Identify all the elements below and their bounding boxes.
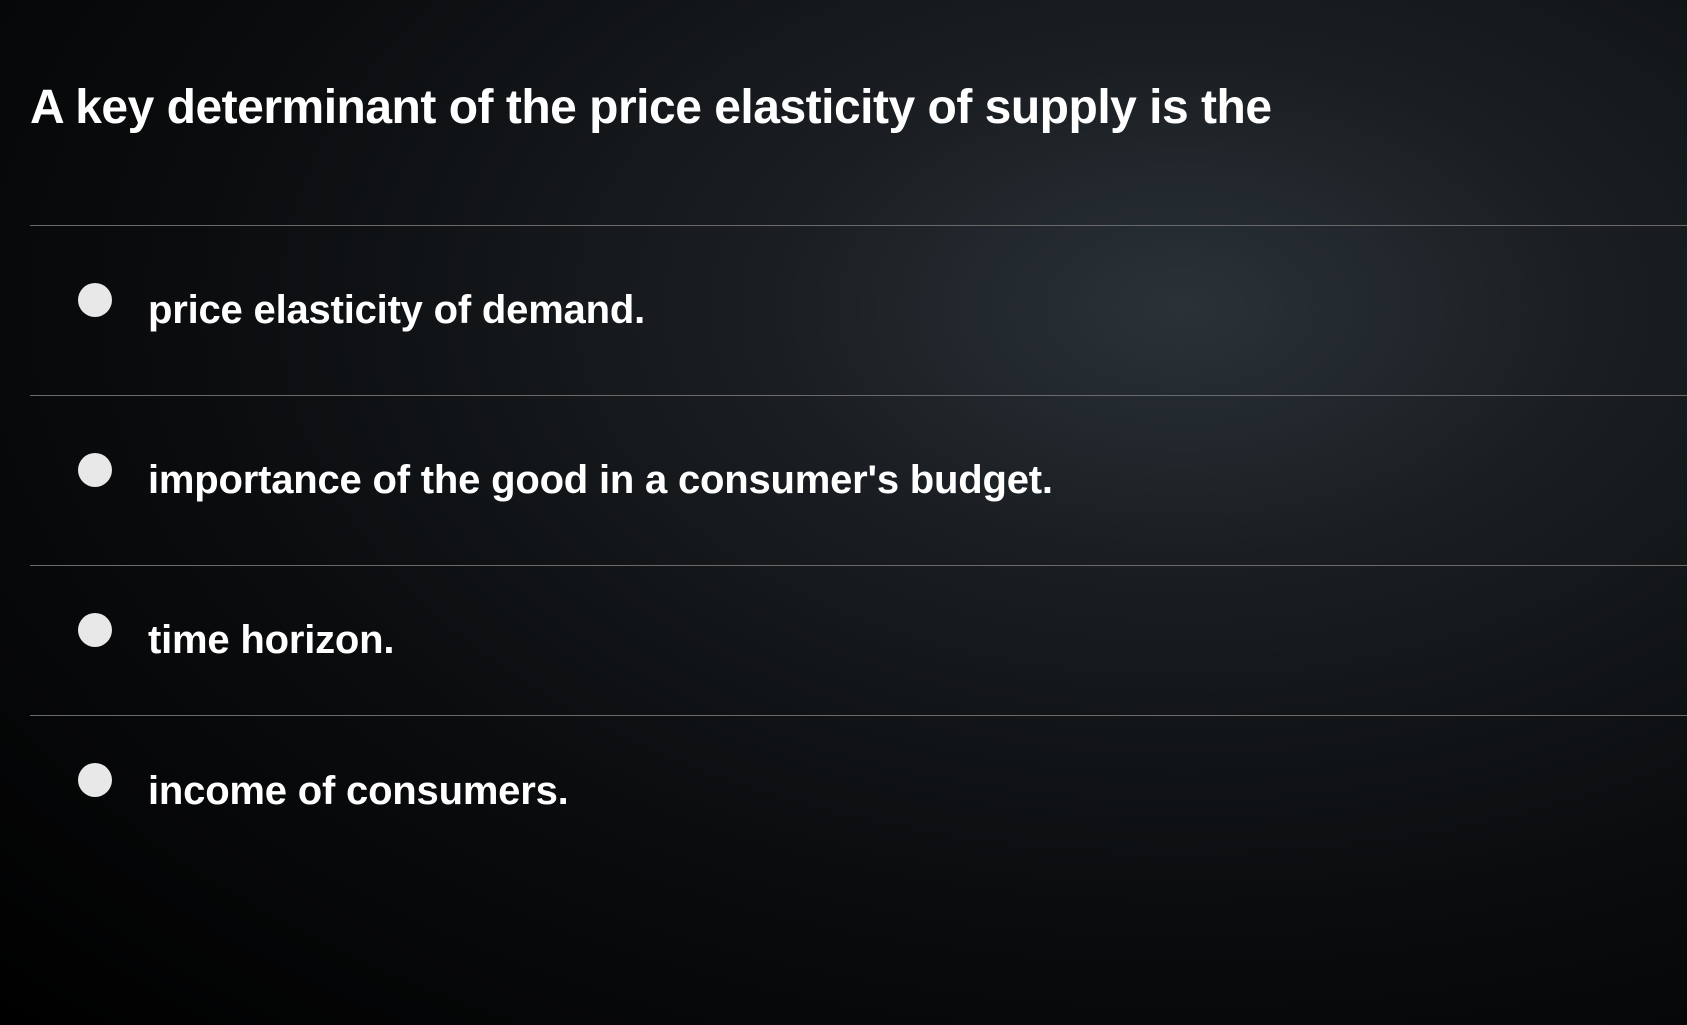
option-row[interactable]: time horizon. — [30, 566, 1687, 716]
option-row[interactable]: price elasticity of demand. — [30, 226, 1687, 396]
question-prompt: A key determinant of the price elasticit… — [30, 80, 1687, 135]
quiz-container: A key determinant of the price elasticit… — [0, 0, 1687, 866]
radio-icon[interactable] — [78, 763, 112, 797]
radio-icon[interactable] — [78, 283, 112, 317]
option-label: price elasticity of demand. — [148, 288, 645, 333]
option-row[interactable]: importance of the good in a consumer's b… — [30, 396, 1687, 566]
option-label: income of consumers. — [148, 769, 569, 814]
option-label: time horizon. — [148, 618, 394, 663]
radio-icon[interactable] — [78, 613, 112, 647]
radio-icon[interactable] — [78, 453, 112, 487]
option-row[interactable]: income of consumers. — [30, 716, 1687, 866]
options-list: price elasticity of demand. importance o… — [30, 225, 1687, 866]
option-label: importance of the good in a consumer's b… — [148, 458, 1053, 503]
